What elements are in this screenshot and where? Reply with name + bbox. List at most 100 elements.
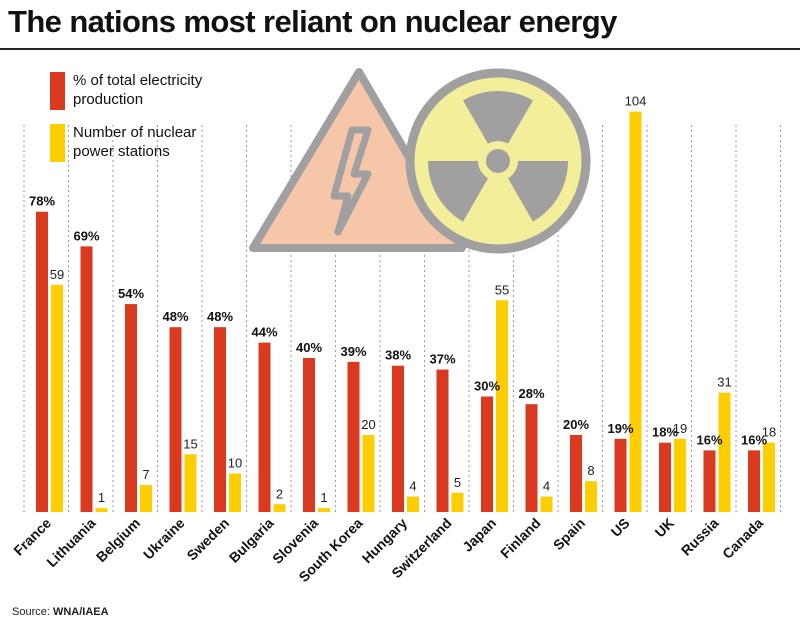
legend-label-percent-line2: production [73,91,143,108]
data-label-stations-us: 104 [625,94,647,109]
data-label-percent-lithuania: 69% [73,228,99,243]
bar-percent-ukraine [169,327,182,512]
bar-percent-lithuania [80,246,93,512]
legend-swatch-stations [50,124,65,162]
source-note: Source: WNA/IAEA [12,606,109,618]
legend-label-percent-line1: % of total electricity [73,72,203,89]
bar-percent-uk [659,442,671,512]
data-label-percent-bulgaria: 44% [251,325,277,340]
bar-stations-slovenia [318,508,330,512]
data-label-stations-ukraine: 15 [183,436,197,451]
legend-label-stations-line2: power stations [73,143,170,160]
data-label-percent-spain: 20% [563,417,589,432]
data-label-stations-japan: 55 [495,282,509,297]
category-label-spain: Spain [550,515,588,553]
data-label-percent-hungary: 38% [385,348,411,363]
data-label-percent-belgium: 54% [118,286,144,301]
data-label-percent-switzerland: 37% [429,352,455,367]
bar-percent-canada [748,450,760,512]
bar-percent-hungary [392,365,404,512]
bar-percent-finland [525,404,538,512]
data-label-stations-russia: 31 [717,375,731,390]
data-label-percent-canada: 16% [741,432,767,447]
data-label-percent-slovenia: 40% [296,340,322,355]
category-label-uk: UK [651,515,677,541]
bar-stations-us [629,111,642,512]
category-label-japan: Japan [459,515,499,555]
data-label-percent-south-korea: 39% [340,344,366,359]
bar-stations-finland [540,496,553,512]
data-label-percent-russia: 16% [696,432,722,447]
data-label-stations-finland: 4 [543,479,550,494]
bar-stations-hungary [407,496,419,512]
bar-percent-russia [703,450,716,512]
category-labels: FranceLithuaniaBelgiumUkraineSwedenBulga… [10,515,766,585]
data-label-stations-south-korea: 20 [361,417,375,432]
category-label-us: US [608,515,633,540]
legend: % of total electricity production Number… [50,72,203,162]
bar-percent-belgium [125,304,137,512]
category-label-ukraine: Ukraine [140,515,188,563]
nuclear-icons [249,68,591,254]
data-label-stations-belgium: 7 [142,467,149,482]
bar-stations-switzerland [451,492,464,512]
bar-stations-belgium [140,485,152,512]
data-label-percent-finland: 28% [518,386,544,401]
data-label-stations-spain: 8 [587,463,594,478]
bars [36,111,775,512]
bar-stations-uk [674,438,686,512]
bar-percent-us [614,438,627,512]
bar-percent-bulgaria [258,342,271,512]
legend-swatch-percent [50,72,65,110]
bar-stations-russia [718,392,731,512]
data-label-percent-france: 78% [29,194,55,209]
data-label-stations-uk: 19 [673,421,687,436]
bar-percent-sweden [214,327,226,512]
data-label-stations-slovenia: 1 [320,490,327,505]
data-label-stations-switzerland: 5 [454,475,461,490]
data-label-stations-sweden: 10 [228,456,242,471]
data-label-percent-japan: 30% [474,379,500,394]
data-label-stations-canada: 18 [762,425,776,440]
bar-stations-lithuania [95,508,108,512]
bar-stations-japan [496,300,508,512]
category-label-canada: Canada [719,515,766,562]
bar-stations-france [51,284,63,512]
data-label-percent-sweden: 48% [207,309,233,324]
chart-title: The nations most reliant on nuclear ener… [8,4,617,39]
bar-percent-slovenia [303,358,315,512]
bar-percent-switzerland [436,369,449,512]
bar-stations-ukraine [184,454,197,512]
data-label-percent-us: 19% [607,421,633,436]
source-value: WNA/IAEA [52,606,109,618]
chart-svg: % of total electricity production Number… [10,68,781,585]
bar-percent-spain [570,435,582,512]
category-label-russia: Russia [678,515,722,559]
legend-label-stations-line1: Number of nuclear [73,124,196,141]
data-label-stations-lithuania: 1 [98,490,105,505]
data-label-stations-bulgaria: 2 [276,486,283,501]
category-label-bulgaria: Bulgaria [226,515,277,566]
category-label-belgium: Belgium [93,515,143,565]
bar-percent-south-korea [347,361,360,512]
data-label-stations-france: 59 [50,267,64,282]
bar-stations-bulgaria [273,504,286,512]
bar-stations-south-korea [362,435,375,512]
source-label: Source: [12,606,50,618]
category-label-finland: Finland [497,515,544,562]
value-labels: 78% 59 69% 1 54% 7 48% 15 48% 10 44% 2 40% 1 39% 20 38% 4… [29,94,776,506]
category-label-france: France [10,515,54,559]
bar-percent-japan [481,396,493,512]
title-rule [0,48,800,50]
bar-stations-canada [763,442,775,512]
bar-percent-france [36,211,48,512]
radiation-trefoil-icon [405,68,591,254]
bar-stations-spain [585,481,597,512]
lightning-bolt-icon [330,126,372,236]
category-label-sweden: Sweden [183,515,232,564]
data-label-percent-ukraine: 48% [162,309,188,324]
data-label-percent-uk: 18% [652,425,678,440]
category-label-lithuania: Lithuania [43,515,98,570]
bar-stations-sweden [229,473,241,512]
data-label-stations-hungary: 4 [409,479,416,494]
